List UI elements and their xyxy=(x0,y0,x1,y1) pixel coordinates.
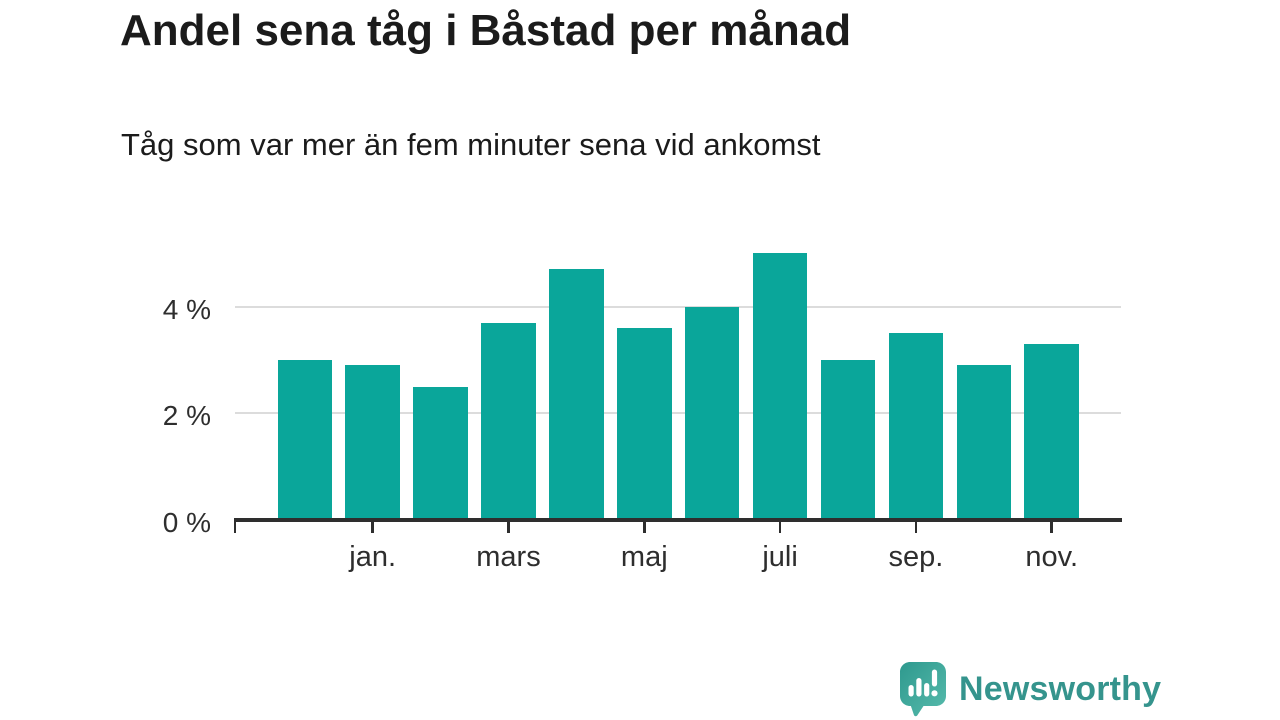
bar xyxy=(684,306,740,520)
bar xyxy=(956,365,1012,520)
speech-bubble-shape xyxy=(900,662,946,717)
gridline xyxy=(234,305,1121,308)
x-axis-tick-label: sep. xyxy=(888,541,944,573)
chart-title: Andel sena tåg i Båstad per månad xyxy=(120,6,852,55)
bar xyxy=(481,322,536,520)
x-axis-tick-label: nov. xyxy=(1025,541,1079,573)
exclamation-dot xyxy=(931,690,938,697)
chart-subtitle: Tåg som var mer än fem minuter sena vid … xyxy=(121,127,821,162)
y-axis-tick-label: 4 % xyxy=(162,293,211,325)
bar xyxy=(820,359,876,520)
gridline xyxy=(234,412,1121,415)
x-axis-tick xyxy=(1050,520,1053,533)
newsworthy-logo-icon xyxy=(900,662,946,717)
y-axis-tick-label: 0 % xyxy=(162,507,211,538)
bar xyxy=(549,269,604,520)
bar xyxy=(277,359,333,520)
x-axis-tick xyxy=(643,520,646,533)
mini-bar-3 xyxy=(924,683,930,697)
mini-bar-2 xyxy=(916,678,922,697)
x-axis-tick-label: mars xyxy=(476,541,541,573)
brand-footer: Newsworthy xyxy=(897,659,1161,719)
x-axis-tick xyxy=(507,520,510,533)
x-axis-line xyxy=(233,518,1122,522)
axis-end-tick xyxy=(233,520,236,533)
bar xyxy=(888,333,944,520)
x-axis-tick xyxy=(778,520,782,533)
brand-name: Newsworthy xyxy=(959,669,1162,708)
mini-bar-1 xyxy=(908,685,914,697)
x-axis-tick xyxy=(371,520,374,533)
x-axis-tick-label: maj xyxy=(620,541,668,573)
bar xyxy=(413,386,468,520)
bar xyxy=(752,253,808,520)
exclamation-stroke xyxy=(931,669,938,687)
x-axis-tick xyxy=(914,520,918,533)
x-axis-tick-label: juli xyxy=(762,541,798,573)
x-axis-tick-label: jan. xyxy=(349,541,397,573)
bar xyxy=(1024,343,1079,520)
bar xyxy=(617,327,672,520)
y-axis-tick-label: 2 % xyxy=(162,400,211,432)
bar xyxy=(345,365,400,520)
